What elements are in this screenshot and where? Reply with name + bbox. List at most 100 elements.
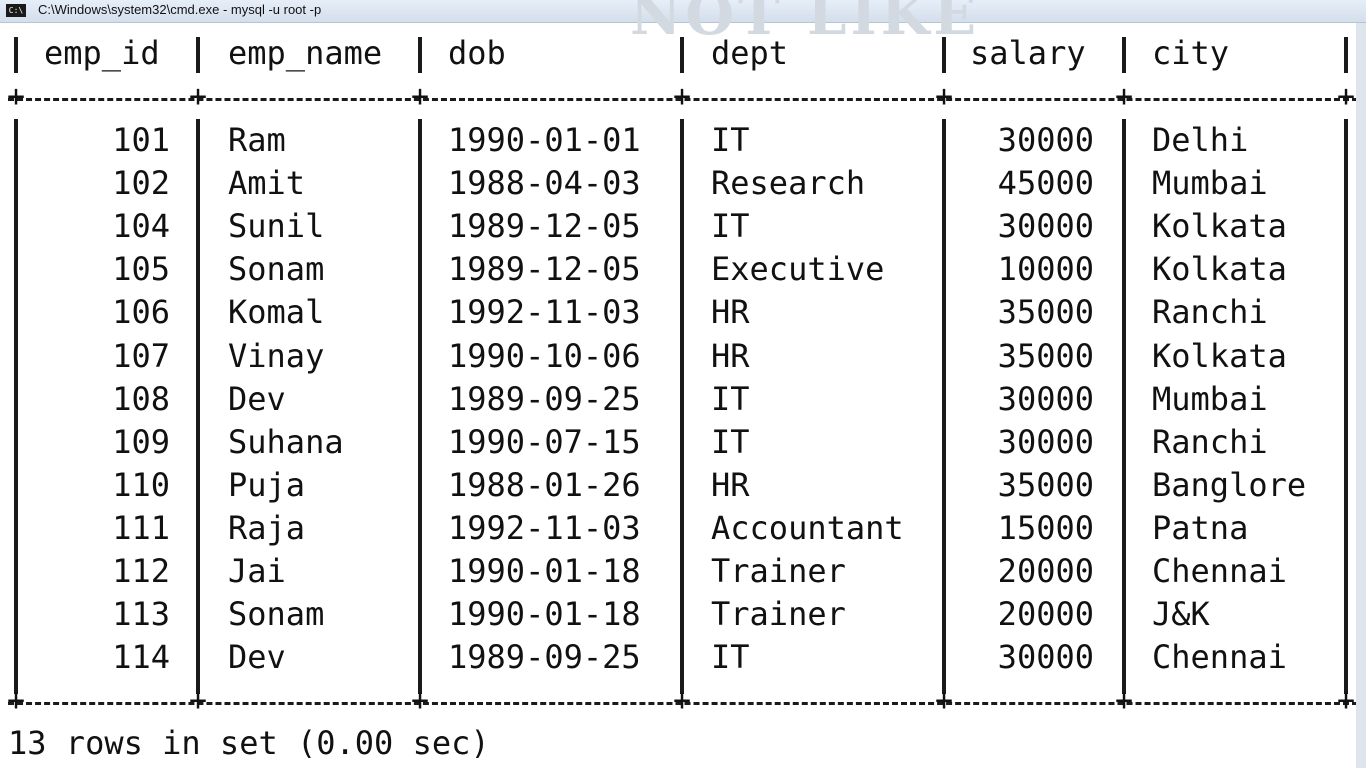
table-cell: Dev <box>228 379 286 418</box>
table-cell: 102 <box>112 164 170 203</box>
column-header-dept: dept <box>711 34 789 72</box>
table-cell: 35000 <box>997 336 1094 375</box>
table-cell: Komal <box>228 293 325 332</box>
border-junction: + <box>188 79 208 114</box>
table-cell: 1989-09-25 <box>448 638 641 677</box>
table-cell: Mumbai <box>1152 164 1268 203</box>
table-cell: 1990-01-18 <box>448 595 641 634</box>
table-cell: 1988-04-03 <box>448 164 641 203</box>
table-cell: Kolkata <box>1152 207 1287 246</box>
column-separator <box>942 119 946 694</box>
table-cell: Delhi <box>1152 121 1249 159</box>
cmd-icon: C:\ <box>6 4 26 17</box>
column-header-city: city <box>1152 34 1230 72</box>
table-cell: IT <box>711 207 750 246</box>
table-cell: 107 <box>112 336 170 375</box>
table-cell: HR <box>711 465 750 504</box>
column-separator <box>196 37 200 73</box>
table-cell: 1988-01-26 <box>448 465 641 504</box>
table-cell: 111 <box>112 508 170 547</box>
table-cell: 10000 <box>997 250 1094 289</box>
table-cell: Puja <box>228 465 306 504</box>
table-cell: 1989-12-05 <box>448 250 641 289</box>
table-cell: 30000 <box>997 207 1094 246</box>
table-cell: Trainer <box>711 552 846 590</box>
table-cell: Ram <box>228 121 286 159</box>
table-border <box>8 98 1358 101</box>
overlay-caption: NOT LIKE <box>630 0 981 48</box>
table-cell: 1990-01-01 <box>448 121 641 159</box>
border-junction: + <box>934 79 954 114</box>
table-cell: 1990-01-18 <box>448 552 641 590</box>
table-cell: 1989-09-25 <box>448 379 641 418</box>
border-junction: + <box>672 79 692 114</box>
table-cell: Kolkata <box>1152 336 1287 375</box>
table-cell: 35000 <box>997 293 1094 332</box>
table-cell: 1990-07-15 <box>448 422 641 461</box>
table-cell: Research <box>711 164 866 203</box>
table-cell: J&K <box>1152 595 1210 634</box>
table-cell: Accountant <box>711 508 904 547</box>
table-cell: Banglore <box>1152 465 1307 504</box>
border-junction: + <box>934 683 954 718</box>
border-junction: + <box>6 79 26 114</box>
table-cell: IT <box>711 379 750 418</box>
table-border <box>8 702 1358 705</box>
table-cell: HR <box>711 336 750 375</box>
table-cell: Chennai <box>1152 552 1287 590</box>
console-output[interactable]: + + + + + + + + + + + + + + emp_id emp_name dob dept salar… <box>0 23 1366 768</box>
scrollbar[interactable] <box>1356 23 1366 768</box>
table-cell: 106 <box>112 293 170 332</box>
column-header-emp-name: emp_name <box>228 34 383 72</box>
table-cell: Suhana <box>228 422 344 461</box>
table-cell: Patna <box>1152 508 1249 547</box>
column-separator <box>680 37 684 73</box>
border-junction: + <box>6 683 26 718</box>
table-cell: Chennai <box>1152 638 1287 677</box>
table-cell: IT <box>711 638 750 677</box>
table-cell: 15000 <box>997 508 1094 547</box>
column-separator <box>1344 37 1348 73</box>
border-junction: + <box>1114 683 1134 718</box>
table-cell: Sonam <box>228 595 325 634</box>
table-cell: 1989-12-05 <box>448 207 641 246</box>
column-separator <box>196 119 200 694</box>
column-header-emp-id: emp_id <box>44 34 160 72</box>
table-cell: Kolkata <box>1152 250 1287 289</box>
border-junction: + <box>410 683 430 718</box>
table-cell: 1990-10-06 <box>448 336 641 375</box>
column-separator <box>680 119 684 694</box>
table-cell: 113 <box>112 595 170 634</box>
border-junction: + <box>672 683 692 718</box>
window-titlebar[interactable]: C:\ C:\Windows\system32\cmd.exe - mysql … <box>0 0 1366 23</box>
table-cell: 104 <box>112 207 170 246</box>
column-separator <box>1344 119 1348 694</box>
table-cell: Vinay <box>228 336 325 375</box>
table-cell: 105 <box>112 250 170 289</box>
table-cell: 110 <box>112 465 170 504</box>
table-cell: 30000 <box>997 638 1094 677</box>
table-cell: 112 <box>112 552 170 590</box>
table-cell: 30000 <box>997 379 1094 418</box>
table-cell: 20000 <box>997 595 1094 634</box>
table-cell: 30000 <box>997 422 1094 461</box>
column-separator <box>418 119 422 694</box>
table-cell: Ranchi <box>1152 422 1268 461</box>
table-cell: IT <box>711 121 750 159</box>
border-junction: + <box>188 683 208 718</box>
border-junction: + <box>1336 79 1356 114</box>
column-separator <box>418 37 422 73</box>
column-header-salary: salary <box>970 34 1086 72</box>
table-cell: 1992-11-03 <box>448 508 641 547</box>
table-cell: Sunil <box>228 207 325 246</box>
column-separator <box>14 37 18 73</box>
border-junction: + <box>410 79 430 114</box>
table-cell: Executive <box>711 250 885 289</box>
table-cell: Amit <box>228 164 306 203</box>
table-cell: 101 <box>112 121 170 159</box>
table-cell: Ranchi <box>1152 293 1268 332</box>
table-cell: 1992-11-03 <box>448 293 641 332</box>
table-cell: Mumbai <box>1152 379 1268 418</box>
table-cell: 108 <box>112 379 170 418</box>
table-cell: Raja <box>228 508 306 547</box>
